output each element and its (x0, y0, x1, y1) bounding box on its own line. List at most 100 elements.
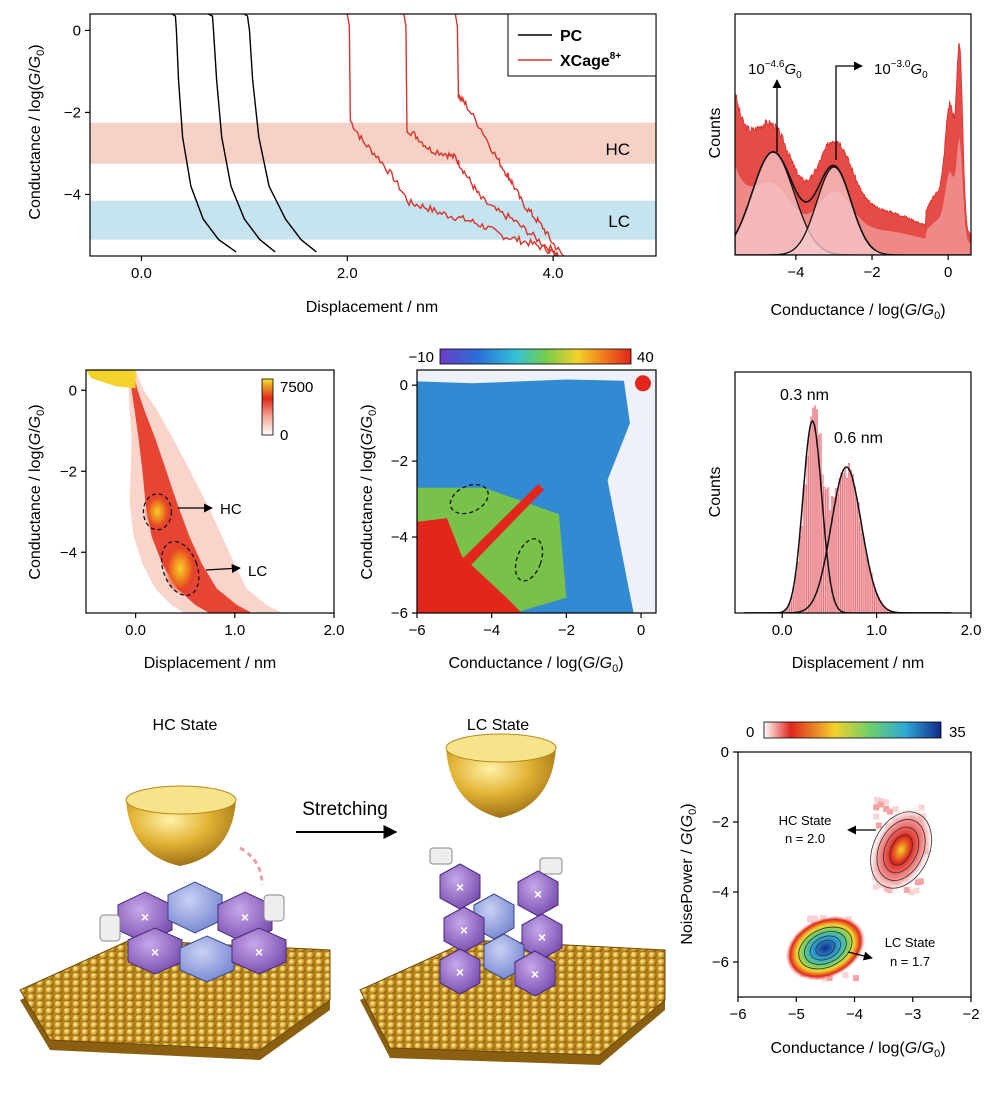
histogram-bar (836, 494, 839, 613)
lc-state-title: LC State (467, 717, 529, 734)
panel-conductance-histogram: −4 −2 0 10−4.6G0 10−3.0G0 Counts Conductan… (707, 13, 972, 322)
x-tick-label: 0.0 (125, 622, 146, 639)
x-tick-label: −4 (787, 264, 804, 281)
colorbar (763, 721, 942, 739)
histogram-bar (812, 407, 815, 613)
colorbar-max-label: 7500 (280, 379, 313, 396)
speckle (842, 972, 849, 979)
histogram-bar (797, 561, 799, 613)
hc-state-title: HC State (153, 717, 218, 734)
y-axis-label: Counts (707, 467, 724, 518)
y-tick-label: −2 (60, 463, 77, 480)
peak-2-label: 10−3.0G0 (874, 59, 928, 81)
x-axis-label: Displacement / nm (792, 655, 925, 672)
histogram-bar (857, 502, 860, 613)
histogram-bar (846, 478, 849, 613)
peak-2-label: 0.6 nm (834, 430, 883, 447)
histogram-bar (844, 468, 847, 613)
speckle (853, 975, 859, 982)
pc-trace-1 (171, 14, 237, 253)
fit-contour (804, 931, 847, 965)
ticks: −6 −5 −4 −3 −2 0 −2 −4 −6 (712, 744, 980, 1023)
speckle (875, 822, 882, 829)
speckle (892, 806, 899, 813)
x-tick-label: 4.0 (543, 265, 564, 282)
molecular-cage-hc: × × × × (99, 846, 287, 983)
band-hc (90, 122, 656, 164)
y-tick-label: 0 (721, 744, 729, 761)
speckle (878, 797, 885, 804)
histogram-bar (795, 574, 798, 613)
svg-text:×: × (534, 886, 542, 902)
histogram-bar (861, 532, 864, 613)
colorbar-min-label: −10 (409, 349, 434, 366)
histogram-bar (855, 498, 858, 613)
histogram-bar (880, 600, 883, 613)
panel-noise-power-map: −6 −5 −4 −3 −20−2−4−6 0 35 HC State n = 2.0 … (679, 721, 980, 1060)
histogram-bar (814, 405, 816, 613)
y-tick-label: −6 (712, 954, 729, 971)
histogram-bar (851, 474, 854, 613)
histogram-bar (834, 488, 837, 613)
fit-contour (883, 826, 920, 874)
lc-label: LC (248, 563, 267, 580)
x-tick-label: −4 (846, 1006, 863, 1023)
fit-contour (889, 834, 913, 866)
svg-text:×: × (460, 922, 468, 938)
hc-label: HC (220, 501, 242, 518)
y-tick-label: 0 (69, 382, 77, 399)
lc-arrow (205, 563, 241, 574)
speckle (877, 801, 884, 808)
diagonal-band (417, 483, 544, 613)
gold-tip-lc (445, 733, 557, 818)
svg-text:×: × (141, 909, 149, 925)
panel-correlation-map: −6 −4 −2 0 0 −2 −4 −6 −10 40 Conductance / log(… (359, 348, 657, 675)
speckle (812, 915, 819, 922)
svg-text:×: × (538, 929, 546, 945)
histogram-bar (865, 552, 867, 613)
x-tick-label: −4 (483, 622, 500, 639)
histogram-bar (819, 433, 822, 613)
x-axis-label: Conductance / log(G/G0) (448, 655, 623, 675)
histogram-bar (867, 559, 869, 613)
fit-contour (798, 926, 853, 970)
x-tick-label: −2 (962, 1006, 979, 1023)
speckle (903, 886, 910, 893)
ticks: −4 −2 0 (787, 255, 952, 281)
plot-frame (416, 369, 657, 614)
corner-hotspot (634, 375, 651, 392)
x-axis-label: Displacement / nm (144, 655, 277, 672)
histogram-bar (800, 526, 803, 613)
x-tick-label: 0.0 (772, 622, 793, 639)
lc-region-ellipse (160, 540, 200, 597)
y-tick-label: −2 (712, 814, 729, 831)
plot-frame (85, 369, 335, 614)
y-tick-label: −4 (60, 544, 77, 561)
speckle (887, 808, 893, 815)
y-tick-label: 0 (73, 22, 81, 39)
gaussian-fit-sum (735, 151, 876, 251)
cluster-hc (867, 804, 936, 896)
histogram-bar (853, 485, 856, 613)
y-tick-label: −4 (391, 529, 408, 546)
svg-text:×: × (531, 966, 539, 982)
right-strip (607, 370, 656, 613)
histogram-bar (817, 434, 820, 613)
y-axis-label: NoisePower / G(G0) (679, 803, 699, 944)
histogram-bar (838, 478, 841, 613)
y-axis-label: Conductance / log(G/G0) (27, 44, 47, 219)
lc-n-label: n = 1.7 (890, 954, 930, 969)
x-tick-label: 2.0 (324, 622, 345, 639)
fit-contours (798, 811, 932, 970)
histogram-bar (793, 587, 796, 613)
histogram-bar (863, 538, 866, 613)
speckle (908, 889, 915, 896)
y-tick-label: −6 (391, 605, 408, 622)
region-ellipse-1 (449, 483, 489, 515)
speckle (873, 813, 880, 820)
legend-xcage-label: XCage8+ (560, 51, 621, 70)
legend-pc-label: PC (560, 28, 583, 45)
x-axis-label: Conductance / log(G/G0) (770, 1040, 945, 1060)
histogram-bar (833, 497, 835, 613)
